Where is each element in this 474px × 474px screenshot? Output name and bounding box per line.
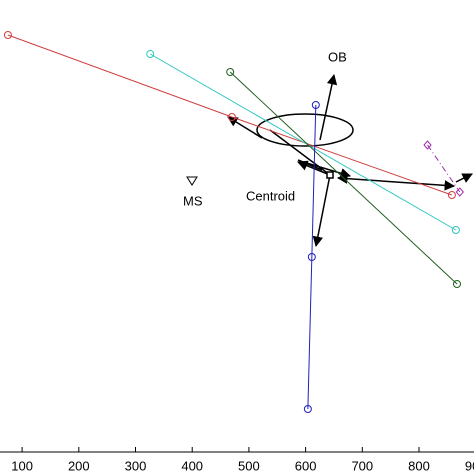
point xyxy=(307,253,316,261)
centroid-marker xyxy=(326,171,334,179)
series-line xyxy=(307,104,317,410)
point xyxy=(227,113,236,121)
x-tick-label: 800 xyxy=(408,458,430,473)
x-tick-label: 200 xyxy=(68,458,90,473)
point xyxy=(447,191,456,199)
series-line xyxy=(150,53,457,231)
x-tick-label: 700 xyxy=(351,458,373,473)
point xyxy=(3,31,12,39)
arrow xyxy=(336,173,456,191)
series-line xyxy=(229,71,458,285)
ms-marker xyxy=(186,176,198,186)
point xyxy=(146,50,155,58)
point xyxy=(303,405,312,413)
series-line xyxy=(7,34,453,196)
ellipse xyxy=(256,113,354,147)
point xyxy=(226,68,235,76)
point xyxy=(451,226,460,234)
x-tick-label: 400 xyxy=(181,458,203,473)
point xyxy=(452,280,461,288)
arrow xyxy=(319,73,338,141)
point xyxy=(455,187,464,197)
point xyxy=(423,140,432,150)
arrow xyxy=(455,173,473,183)
x-tick-label: 500 xyxy=(238,458,260,473)
annotation: Centroid xyxy=(246,188,295,203)
arrow xyxy=(312,174,331,248)
x-tick-label: 900 xyxy=(465,458,474,473)
annotation-shapes xyxy=(186,73,473,248)
point xyxy=(311,101,320,109)
series-line xyxy=(427,144,461,193)
x-tick-label: 600 xyxy=(295,458,317,473)
x-tick-label: 100 xyxy=(11,458,33,473)
annotation: OB xyxy=(328,49,347,64)
annotation: MS xyxy=(183,193,203,208)
x-tick-label: 300 xyxy=(125,458,147,473)
